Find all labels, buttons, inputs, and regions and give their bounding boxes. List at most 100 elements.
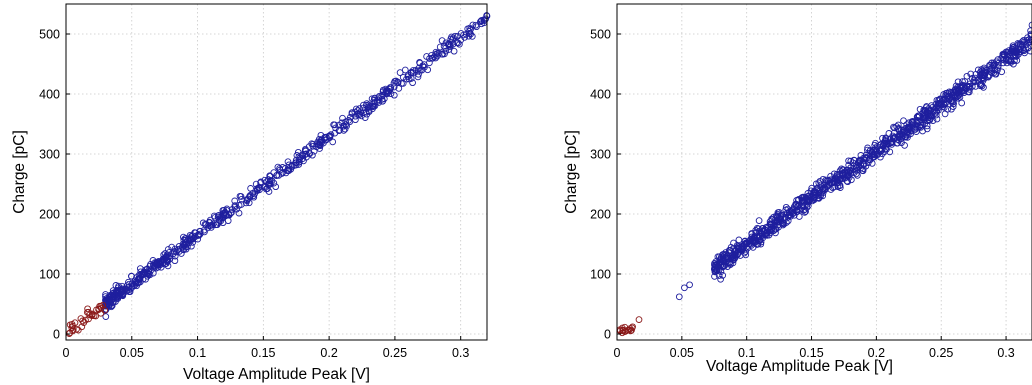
data-point (439, 50, 446, 58)
y-tick-label: 300 (590, 148, 611, 162)
data-point (119, 285, 126, 293)
data-point (412, 66, 420, 74)
data-point (446, 43, 454, 51)
data-point (864, 144, 871, 152)
data-point (299, 155, 307, 162)
data-point (847, 157, 855, 165)
data-point (717, 262, 724, 269)
data-point (965, 84, 973, 91)
data-point (327, 131, 335, 138)
data-point (432, 48, 440, 56)
data-point (790, 205, 798, 213)
plot-frame (65, 3, 488, 341)
data-point (772, 229, 779, 237)
data-point (366, 103, 374, 110)
data-point (790, 203, 798, 211)
data-point (330, 121, 337, 129)
data-point (451, 32, 459, 40)
y-tick-label: 500 (39, 28, 60, 42)
data-point (941, 99, 949, 107)
data-point (233, 205, 240, 213)
data-point (959, 81, 967, 89)
data-point (807, 187, 815, 195)
data-point (409, 79, 416, 87)
data-point (325, 132, 333, 140)
data-point (905, 123, 913, 131)
y-tick-label: 100 (39, 268, 60, 282)
data-point (136, 265, 144, 272)
data-point (285, 167, 293, 174)
data-point (888, 139, 896, 146)
data-point (784, 217, 792, 225)
data-point (952, 94, 959, 101)
data-point (414, 73, 422, 81)
data-point (972, 83, 979, 90)
data-point (121, 286, 129, 293)
data-point (749, 235, 756, 243)
data-point (947, 97, 955, 105)
x-tick-label: 0.25 (383, 346, 407, 360)
data-point (145, 267, 153, 274)
y-axis-label: Charge [pC] (11, 130, 28, 214)
data-point (266, 177, 274, 184)
data-point (922, 104, 930, 111)
x-axis-label: Voltage Amplitude Peak [V] (706, 358, 893, 375)
data-point (934, 99, 942, 107)
data-point (390, 91, 398, 99)
data-point (681, 284, 688, 292)
data-point (967, 70, 975, 78)
data-point (748, 230, 756, 238)
data-point (957, 85, 964, 92)
data-point (394, 79, 402, 86)
data-point (158, 258, 165, 265)
data-point (477, 18, 484, 26)
data-point (231, 197, 239, 205)
data-point (1011, 57, 1018, 64)
data-point (869, 153, 876, 161)
data-point (174, 246, 182, 254)
data-point (159, 259, 167, 267)
data-points (65, 12, 491, 337)
data-point (785, 212, 792, 219)
data-point (175, 248, 183, 255)
data-point (266, 172, 274, 180)
data-point (881, 148, 888, 155)
y-axis-label: Charge [pC] (563, 130, 580, 214)
data-point (1013, 47, 1020, 55)
data-point (305, 149, 313, 157)
data-point (245, 199, 253, 207)
data-point (1002, 57, 1010, 64)
chart-panel-right: 0 0.05 0.1 0.15 0.2 0.25 0.3 0 100 200 300 400 500 Vo… (563, 3, 1032, 375)
x-tick-label: 0.15 (799, 346, 823, 360)
data-point (140, 270, 147, 278)
data-point (882, 134, 890, 142)
data-point (316, 145, 323, 152)
data-point (872, 139, 879, 147)
data-point (1020, 46, 1027, 54)
y-tick-label: 400 (39, 88, 60, 102)
data-point (272, 183, 280, 191)
data-point (438, 37, 446, 44)
data-point (795, 213, 803, 220)
data-point (843, 167, 851, 174)
data-point (460, 31, 468, 39)
data-point (868, 149, 876, 156)
data-point (378, 96, 386, 103)
data-point (913, 113, 921, 121)
data-point (877, 146, 885, 154)
data-point (782, 206, 790, 214)
data-point (848, 176, 855, 184)
data-point (730, 239, 737, 247)
data-point (775, 208, 783, 216)
x-tick-label: 0.3 (452, 346, 469, 360)
data-point (757, 238, 765, 246)
data-point (135, 274, 143, 282)
data-point (299, 152, 307, 160)
data-point (285, 165, 293, 172)
data-point (840, 171, 848, 179)
data-point (166, 252, 174, 260)
data-point (921, 107, 929, 115)
data-point (82, 316, 89, 324)
data-point (128, 280, 136, 287)
data-point (457, 36, 465, 44)
